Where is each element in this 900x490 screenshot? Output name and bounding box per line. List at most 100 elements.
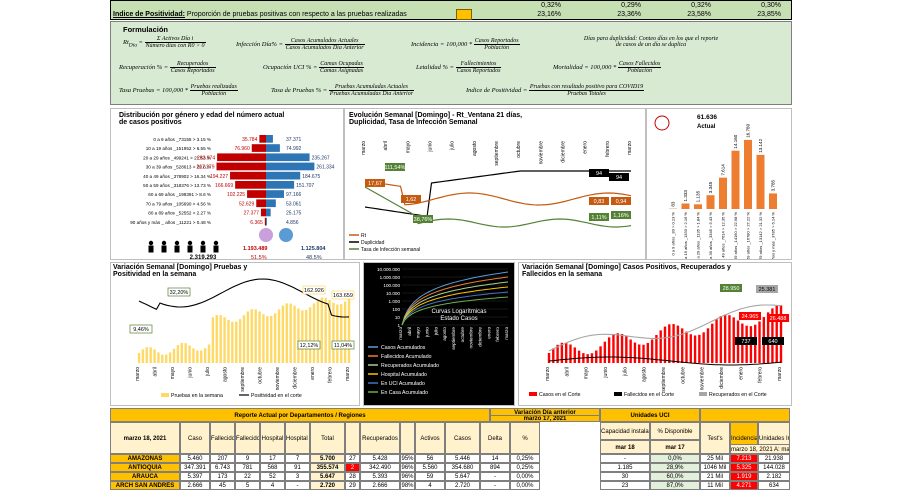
month-label: enero	[738, 367, 744, 380]
cases-bar	[728, 315, 731, 363]
test-bar	[165, 354, 168, 363]
test-bar	[316, 299, 320, 363]
month-label: mayo	[170, 367, 176, 379]
person-icon	[187, 245, 193, 253]
month-label: marzo	[627, 141, 633, 155]
formula-panel: Formulación RtDía = Σ Activos Día i Númer…	[110, 21, 792, 105]
column-header: Delta	[480, 422, 510, 454]
mortalidad-formula: Mortalidad = 100,000 * Casos Fallecidos P…	[553, 61, 662, 74]
test-bar	[305, 309, 308, 363]
uci-cell: 23	[600, 481, 650, 490]
month-label: octubre	[516, 141, 522, 158]
month-label: mayo	[405, 141, 411, 153]
table-cell: 2.666	[180, 481, 210, 490]
cases-bar	[607, 337, 611, 363]
right-header: Test's	[700, 422, 730, 454]
cases-bar	[638, 344, 641, 363]
value-badge	[756, 285, 778, 293]
report-date: marzo 18, 2021	[110, 422, 180, 454]
month-label: julio	[622, 367, 628, 377]
row1-pct-2: 0,29%	[621, 2, 641, 9]
test-bar	[180, 342, 183, 363]
column-header: Caso	[180, 422, 210, 454]
male-bar	[266, 162, 315, 171]
female-value: 76.960	[234, 146, 250, 152]
test-bar	[277, 309, 281, 363]
table-cell: 342.490	[360, 463, 400, 472]
deaths-age-chart: 61.636 Actual 83 0 a 9 años _83 > 0.13 % 1.3…	[654, 114, 777, 259]
y-tick: 100	[392, 307, 400, 312]
table-cell: 354.680	[445, 463, 480, 472]
table-cell: 5.397	[180, 472, 210, 481]
table-cell: 5.446	[445, 454, 480, 463]
uci-cell: -	[600, 454, 650, 463]
value-label: 1,16%	[613, 213, 629, 219]
female-bar	[256, 199, 266, 208]
cases-bar	[569, 344, 572, 363]
table-cell: -	[480, 472, 510, 481]
row1-pct-1: 0,32%	[541, 2, 561, 9]
cases-bar	[771, 308, 774, 363]
month-label: enero	[583, 141, 589, 154]
log-title-line: Estado Casos	[440, 316, 477, 322]
cases-bar	[659, 330, 662, 363]
person-icon	[161, 245, 167, 253]
month-label: marzo	[504, 327, 509, 340]
cases-bar	[668, 324, 671, 363]
column-header: Casos	[445, 422, 480, 454]
table-cell: 5.700	[310, 454, 345, 463]
female-icon	[259, 228, 273, 242]
recuperacion-formula: Recuperación % = Recuperados Casos Report…	[119, 61, 216, 74]
cases-bar	[711, 323, 714, 363]
test-bar	[211, 317, 215, 363]
legend-swatch	[529, 392, 537, 396]
month-label: octubre	[460, 327, 465, 343]
test-bar	[242, 315, 246, 363]
test-bar	[254, 309, 257, 363]
male-value: 235.267	[312, 155, 330, 161]
duplicidad-def: Días para duplicidad: Conteo días en los…	[583, 36, 719, 48]
value-label: 111,54%	[385, 165, 406, 171]
var-date: marzo 17, 2021	[490, 415, 600, 422]
test-bar	[219, 315, 222, 363]
month-label: marzo	[777, 367, 783, 381]
male-value: 37.371	[286, 137, 302, 143]
value-badge	[611, 197, 631, 205]
y-tick: 10.000	[386, 291, 400, 296]
age-category: 50 a 59 años _14160 > 22.98 %	[733, 212, 738, 259]
month-label: octubre	[258, 367, 264, 384]
value-label: 1,11%	[591, 215, 606, 221]
test-bar	[192, 348, 195, 363]
pyramid-chart: 0 a 9 años _73155 > 3.15 % 35.784 37.371 10…	[130, 135, 335, 259]
value-label: 9,46%	[133, 327, 149, 333]
female-total: 1.193.489	[243, 246, 267, 252]
value-badge	[365, 179, 385, 187]
table-cell: 96%	[400, 463, 415, 472]
value-badge	[129, 324, 153, 334]
age-label: 20 a 29 años _499241 > 21.53 %	[143, 155, 211, 160]
report-title: Reporte Actual por Departamentos / Regio…	[110, 408, 490, 422]
value-label: 94	[596, 171, 602, 177]
month-label: febrero	[328, 367, 334, 383]
table-cell: 5.647	[310, 472, 345, 481]
female-pct: 51,5%	[251, 255, 267, 259]
cases-bar	[625, 336, 628, 363]
age-label: 10 a 19 años _151952 > 6.55 %	[146, 146, 211, 151]
cases-bar	[560, 342, 564, 363]
month-label: marzo	[398, 327, 403, 340]
table-cell: 6.743	[210, 463, 235, 472]
test-bar	[235, 321, 238, 363]
tasa-pruebas-formula: Tasa Pruebas = 100,000 * Pruebas realiza…	[119, 84, 238, 97]
deaths-subheader: Actual	[697, 124, 716, 130]
age-label: 40 a 49 años _378902 > 16.34 %	[143, 174, 211, 179]
deaths-total: 61.636	[697, 114, 717, 121]
test-bar	[157, 352, 160, 363]
y-tick: 10	[395, 315, 401, 320]
test-bar	[270, 315, 273, 363]
table-cell: 4	[415, 481, 445, 490]
value-badge	[331, 290, 355, 300]
month-label: abril	[383, 141, 389, 150]
table-cell: 5.393	[360, 472, 400, 481]
female-value: 102.225	[227, 192, 245, 198]
casos-semana-chart: marzo abril mayo junio julio agosto septiembre…	[529, 284, 789, 398]
